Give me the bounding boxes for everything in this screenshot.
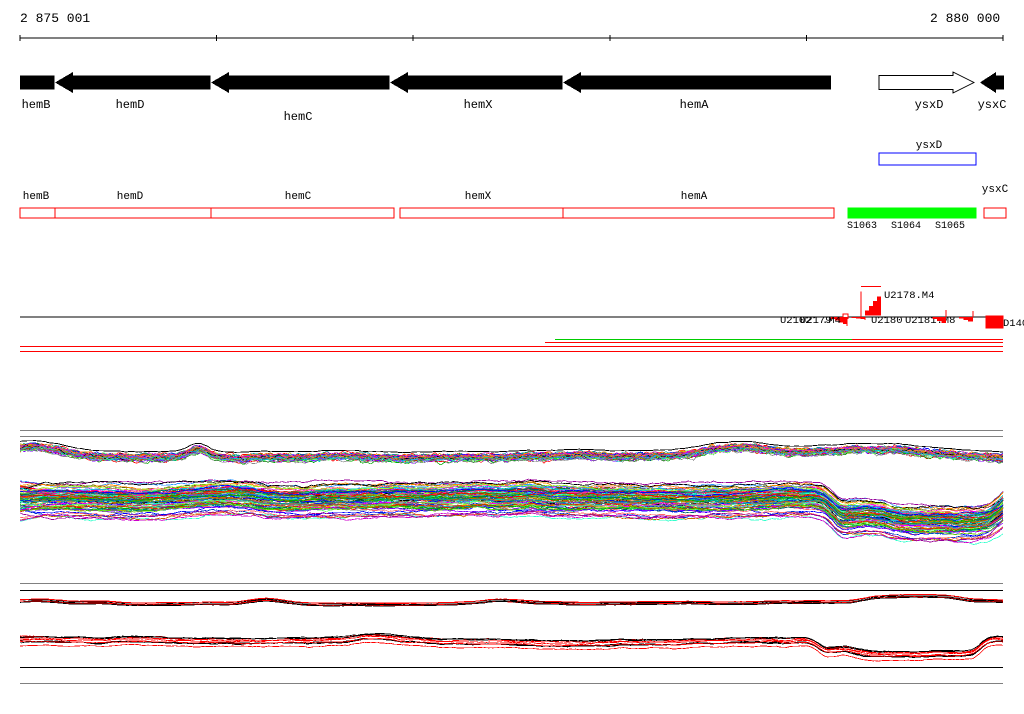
svg-text:S1065: S1065 bbox=[935, 221, 965, 232]
svg-text:S1063: S1063 bbox=[847, 221, 877, 232]
svg-text:hemC: hemC bbox=[285, 191, 312, 203]
svg-text:hemX: hemX bbox=[464, 98, 493, 112]
svg-text:U2180: U2180 bbox=[871, 315, 903, 327]
svg-text:hemB: hemB bbox=[23, 191, 50, 203]
svg-text:U2181.M8: U2181.M8 bbox=[905, 315, 955, 327]
svg-text:D140: D140 bbox=[1003, 318, 1024, 330]
svg-text:hemA: hemA bbox=[680, 98, 710, 112]
svg-text:2 875 001: 2 875 001 bbox=[20, 11, 90, 26]
svg-text:S1064: S1064 bbox=[891, 221, 921, 232]
svg-text:ysxD: ysxD bbox=[916, 140, 943, 152]
svg-text:hemD: hemD bbox=[116, 98, 145, 112]
svg-text:hemD: hemD bbox=[117, 191, 144, 203]
svg-text:hemX: hemX bbox=[465, 191, 492, 203]
svg-text:ysxC: ysxC bbox=[978, 98, 1007, 112]
svg-text:hemA: hemA bbox=[681, 191, 708, 203]
svg-text:U2178.M4: U2178.M4 bbox=[884, 290, 934, 302]
svg-text:ysxD: ysxD bbox=[915, 98, 944, 112]
svg-text:2 880 000: 2 880 000 bbox=[930, 11, 1000, 26]
svg-text:hemC: hemC bbox=[284, 110, 313, 124]
svg-text:hemB: hemB bbox=[22, 98, 51, 112]
svg-text:ysxC: ysxC bbox=[982, 184, 1009, 196]
svg-text:.M4: .M4 bbox=[822, 315, 841, 327]
